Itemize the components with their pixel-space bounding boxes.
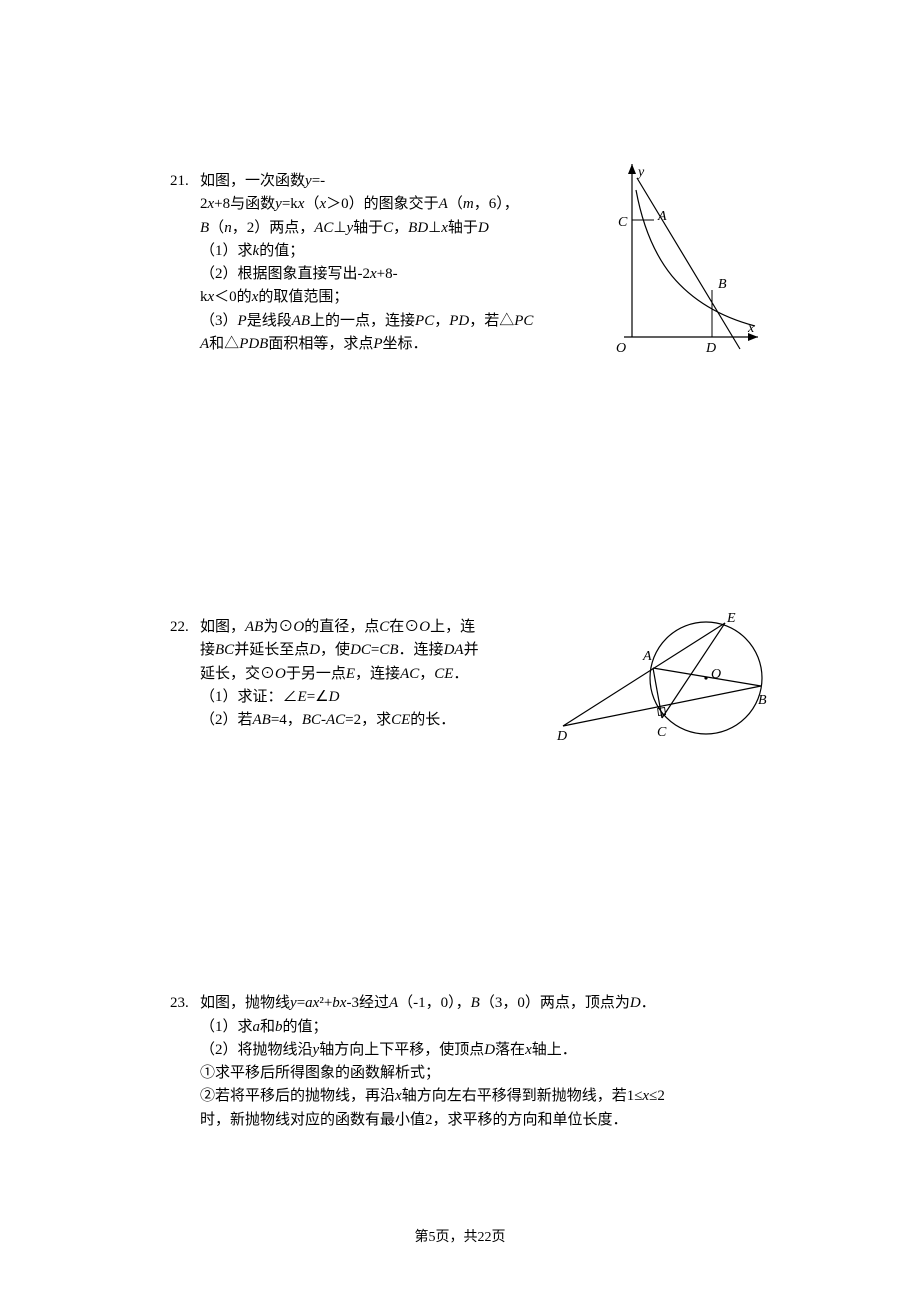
- problem-line: （1）求k的值；: [200, 240, 540, 263]
- problem-line: （1）求a和b的值；: [200, 1016, 760, 1039]
- page-footer: 第5页，共22页: [0, 1226, 920, 1246]
- problem-23: 23. 如图，抛物线y=ax²+bx-3经过A（-1，0），B（3，0）两点，顶…: [170, 992, 760, 1132]
- problem-body: 如图，抛物线y=ax²+bx-3经过A（-1，0），B（3，0）两点，顶点为D．…: [200, 992, 760, 1132]
- problem-line: kx＜0的x的取值范围；: [200, 286, 540, 309]
- problem-line: 如图，AB为⊙O的直径，点C在⊙O上，连: [200, 616, 510, 639]
- problem-21: 21. 如图，一次函数y=- 2x+8与函数y=kx（x＞0）的图象交于A（m，…: [170, 170, 760, 356]
- problem-line: （1）求证：∠E=∠D: [200, 686, 510, 709]
- problem-line: 时，新抛物线对应的函数有最小值2，求平移的方向和单位长度．: [200, 1109, 760, 1132]
- label-A: A: [642, 649, 652, 664]
- label-O: O: [711, 667, 721, 682]
- label-O: O: [616, 341, 626, 356]
- problem-line: （2）若AB=4，BC-AC=2，求CE的长．: [200, 709, 510, 732]
- label-y: y: [636, 165, 645, 180]
- problem-body: 如图，一次函数y=- 2x+8与函数y=kx（x＞0）的图象交于A（m，6）， …: [200, 170, 540, 356]
- problem-line: 延长，交⊙O于另一点E，连接AC，CE．: [200, 663, 510, 686]
- problem-body: 如图，AB为⊙O的直径，点C在⊙O上，连 接BC并延长至点D，使DC=CB．连接…: [200, 616, 510, 732]
- page-content: 21. 如图，一次函数y=- 2x+8与函数y=kx（x＞0）的图象交于A（m，…: [0, 0, 920, 1132]
- problem-number: 21.: [170, 170, 200, 193]
- problem-line: ①求平移后所得图象的函数解析式；: [200, 1062, 760, 1085]
- problem-22: 22. 如图，AB为⊙O的直径，点C在⊙O上，连 接BC并延长至点D，使DC=C…: [170, 616, 760, 732]
- problem-line: 接BC并延长至点D，使DC=CB．连接DA并: [200, 639, 510, 662]
- problem-line: （3）P是线段AB上的一点，连接PC，PD，若△PC: [200, 310, 540, 333]
- problem-line: （2）根据图象直接写出-2x+8-: [200, 263, 540, 286]
- problem-line: 如图，一次函数y=-: [200, 170, 540, 193]
- problem-line: ②若将平移后的抛物线，再沿x轴方向左右平移得到新抛物线，若1≤x≤2: [200, 1085, 760, 1108]
- label-D: D: [556, 729, 567, 744]
- label-D: D: [705, 341, 716, 356]
- label-B: B: [718, 277, 727, 292]
- label-C: C: [618, 215, 628, 230]
- figure-21-coordinate-plot: C A B O D x y: [610, 164, 760, 362]
- problem-line: A和△PDB面积相等，求点P坐标．: [200, 333, 540, 356]
- figure-22-circle-geometry: D C B A E O: [555, 608, 770, 748]
- problem-line: 如图，抛物线y=ax²+bx-3经过A（-1，0），B（3，0）两点，顶点为D．: [200, 992, 760, 1015]
- label-E: E: [726, 611, 736, 626]
- problem-line: （2）将抛物线沿y轴方向上下平移，使顶点D落在x轴上．: [200, 1039, 760, 1062]
- label-x: x: [747, 321, 755, 336]
- problem-number: 23.: [170, 992, 200, 1015]
- label-B: B: [758, 693, 767, 708]
- label-C: C: [657, 725, 667, 740]
- problem-line: 2x+8与函数y=kx（x＞0）的图象交于A（m，6），: [200, 193, 540, 216]
- label-A: A: [657, 209, 667, 224]
- problem-number: 22.: [170, 616, 200, 639]
- problem-line: B（n，2）两点，AC⊥y轴于C，BD⊥x轴于D: [200, 217, 540, 240]
